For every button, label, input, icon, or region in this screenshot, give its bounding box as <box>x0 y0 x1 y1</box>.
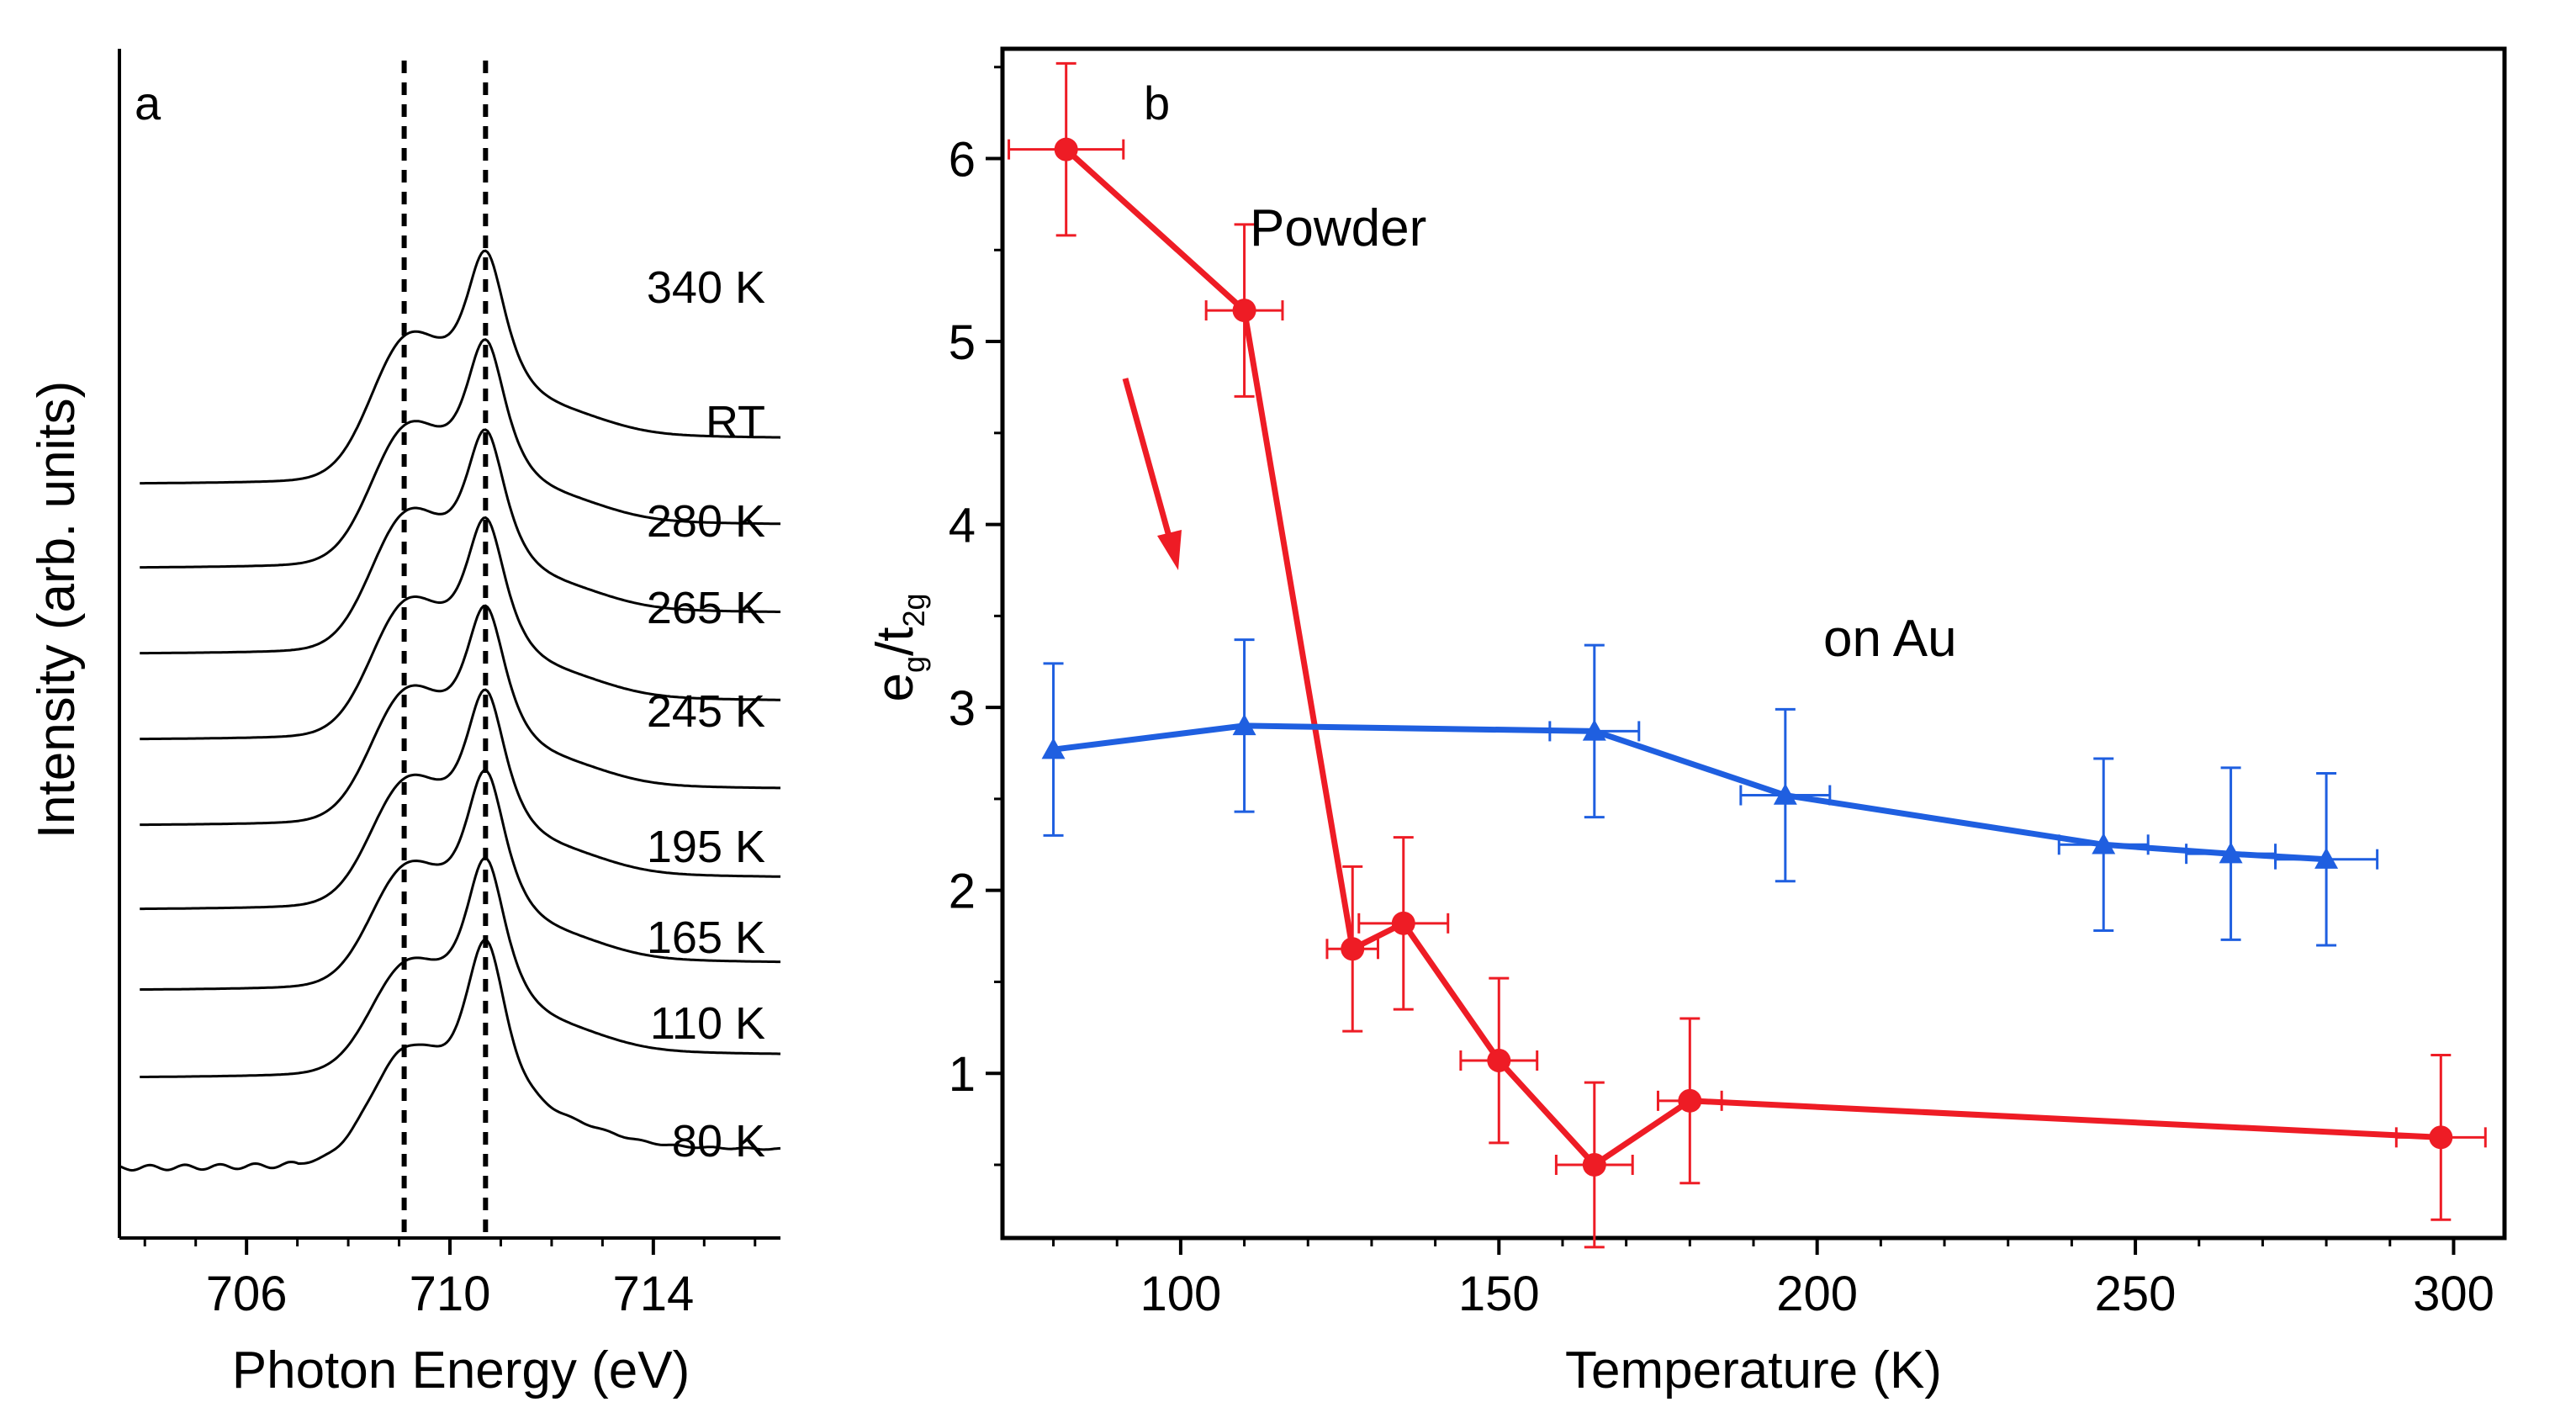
a-curves <box>119 249 781 1172</box>
spectrum-label: 265 K <box>647 583 765 633</box>
a-frame <box>118 49 780 1240</box>
a-x-tick-label: 710 <box>410 1267 491 1321</box>
series-on-au <box>1041 638 2379 947</box>
b-x-axis-title: Temperature (K) <box>1565 1341 1942 1399</box>
spectrum-label: 110 K <box>650 998 765 1049</box>
spectrum-label: 340 K <box>647 262 765 313</box>
spectrum-curve <box>140 516 780 741</box>
a-x-tick-label: 706 <box>206 1267 288 1321</box>
b-x-tick-label: 100 <box>1140 1267 1222 1321</box>
data-point-powder <box>1582 1152 1606 1177</box>
data-point-powder <box>2429 1125 2453 1150</box>
a-panel-label: a <box>135 77 161 130</box>
b-x-tick-label: 150 <box>1458 1267 1540 1321</box>
b-y-tick-label: 1 <box>949 1047 976 1102</box>
b-y-tick-label: 6 <box>949 133 976 188</box>
a-x-tick-label: 714 <box>612 1267 694 1321</box>
spectrum-curve <box>140 604 780 827</box>
red-arrow-shaft <box>1122 378 1174 543</box>
spectrum-curve <box>140 856 780 1078</box>
data-point-powder <box>1341 937 1365 961</box>
ylabel-slash-t: /t <box>866 627 924 656</box>
data-point-powder <box>1678 1088 1702 1113</box>
ylabel-sub-g: g <box>897 656 931 673</box>
spectrum-label: 245 K <box>647 686 765 737</box>
ylabel-sub-2g: 2g <box>897 593 931 627</box>
spectrum-curve <box>140 428 780 655</box>
spectrum-label: RT <box>706 397 765 447</box>
annotation-powder: Powder <box>1250 199 1426 257</box>
series-line <box>1064 147 2441 1168</box>
b-y-tick-label: 5 <box>949 315 976 370</box>
data-point-powder <box>1487 1048 1511 1072</box>
red-arrow <box>1122 378 1182 570</box>
spectrum-label: 165 K <box>647 913 765 963</box>
b-x-tick-label: 250 <box>2095 1267 2177 1321</box>
data-point-on-au <box>1232 713 1256 736</box>
data-point-powder <box>1391 911 1415 935</box>
b-ticks: 100 150 200 250 300 1 2 3 4 5 6 <box>949 66 2494 1321</box>
spectrum-label: 80 K <box>672 1116 765 1167</box>
data-point-powder <box>1054 137 1078 161</box>
red-arrow-head <box>1157 530 1182 570</box>
panel-a: 706 710 714 a 80 K 110 K 165 K 195 K 245 K 265 … <box>28 49 781 1399</box>
spectrum-curve <box>119 938 781 1172</box>
spectrum-curve <box>140 249 781 485</box>
b-series <box>1008 61 2487 1249</box>
data-point-on-au <box>1582 719 1606 741</box>
annotation-on-au: on Au <box>1823 610 1957 668</box>
spectrum-label: 280 K <box>647 496 765 547</box>
a-ticks: 706 710 714 <box>143 1238 757 1321</box>
b-frame <box>1000 46 2507 1241</box>
data-point-powder <box>1232 299 1256 323</box>
spectrum-curve <box>140 338 780 569</box>
panel-b: 100 150 200 250 300 1 2 3 4 5 6 b Powder on Au Tem… <box>866 46 2507 1399</box>
b-y-tick-label: 4 <box>949 499 976 553</box>
a-y-axis-title: Intensity (arb. units) <box>28 381 86 839</box>
b-x-tick-label: 200 <box>1776 1267 1858 1321</box>
a-x-axis-title: Photon Energy (eV) <box>232 1341 690 1399</box>
data-point-on-au <box>2314 847 2339 869</box>
spectrum-curve <box>140 769 780 992</box>
b-y-tick-label: 3 <box>949 681 976 736</box>
spectrum-label: 195 K <box>647 822 765 872</box>
b-y-tick-label: 2 <box>949 865 976 919</box>
b-y-axis-title: eg/t2g <box>866 593 931 701</box>
a-reference-lines <box>401 61 489 1238</box>
data-point-on-au <box>1041 738 1066 759</box>
series-powder <box>1008 61 2487 1249</box>
b-x-tick-label: 300 <box>2413 1267 2494 1321</box>
data-point-on-au <box>1773 783 1797 805</box>
data-point-on-au <box>2092 833 2116 854</box>
data-point-on-au <box>2219 842 2243 864</box>
b-panel-label: b <box>1144 77 1170 130</box>
ylabel-e: e <box>866 673 924 701</box>
spectrum-curve <box>140 688 781 911</box>
a-series-labels: 80 K 110 K 165 K 195 K 245 K 265 K 280 K RT 340 … <box>647 262 765 1167</box>
